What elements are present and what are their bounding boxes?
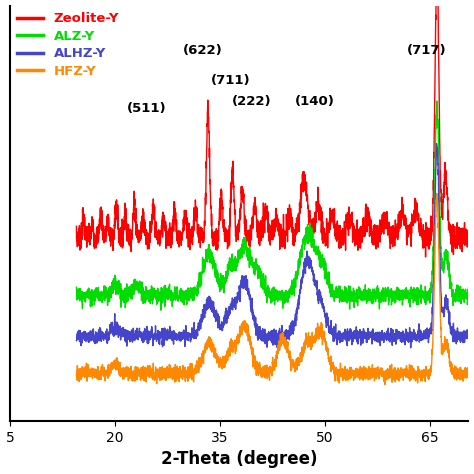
- Text: (222): (222): [232, 95, 271, 108]
- Legend: Zeolite-Y, ALZ-Y, ALHZ-Y, HFZ-Y: Zeolite-Y, ALZ-Y, ALHZ-Y, HFZ-Y: [14, 9, 122, 81]
- Text: (140): (140): [294, 95, 334, 108]
- Text: (717): (717): [407, 44, 446, 57]
- X-axis label: 2-Theta (degree): 2-Theta (degree): [161, 450, 318, 468]
- Text: (511): (511): [127, 101, 166, 115]
- Text: (622): (622): [182, 44, 222, 57]
- Text: (711): (711): [210, 74, 250, 87]
